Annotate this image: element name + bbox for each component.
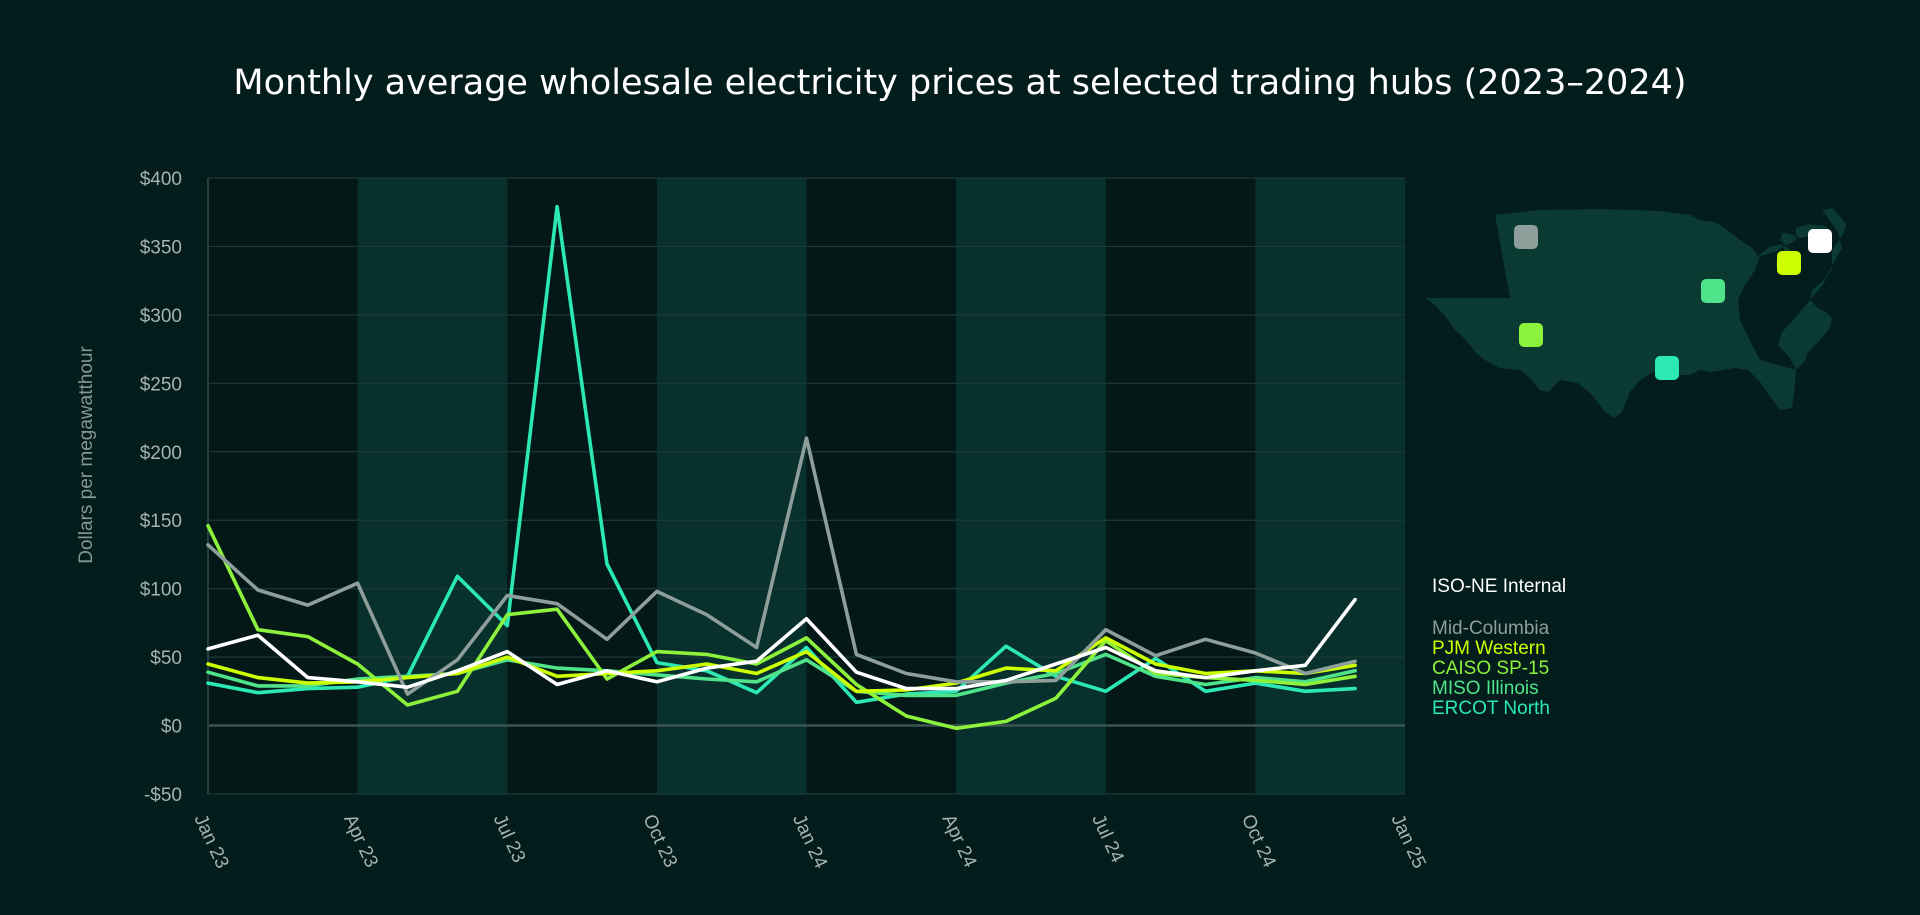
map-marker-mid-columbia xyxy=(1514,225,1538,249)
legend-item-caiso-sp-15: CAISO SP-15 xyxy=(1432,658,1549,679)
map-marker-pjm-western xyxy=(1777,251,1801,275)
y-axis: $400 $350 $300 $250 $200 $150 $100 $50 $0 -$50 xyxy=(140,169,209,806)
x-tick-label: Apr 23 xyxy=(339,811,382,871)
y-tick-label: $200 xyxy=(140,443,182,464)
x-tick-label: Apr 24 xyxy=(938,811,981,871)
x-tick-label: Jan 24 xyxy=(788,811,831,872)
x-tick-label: Jan 23 xyxy=(189,811,232,872)
x-tick-label: Oct 24 xyxy=(1237,811,1280,871)
plot-background xyxy=(208,178,1405,794)
y-axis-label: Dollars per megawatthour xyxy=(76,346,97,564)
series-line-iso-ne-internal xyxy=(206,597,1357,691)
legend-item-ercot-north: ERCOT North xyxy=(1432,698,1550,719)
chart-title: Monthly average wholesale electricity pr… xyxy=(233,63,1686,103)
series-line-mid-columbia xyxy=(206,436,1357,696)
x-axis: Jan 23 Apr 23 Jul 23 Oct 23 Jan 24 Apr 24 Jul … xyxy=(189,811,1429,872)
gridlines xyxy=(208,177,1405,795)
series-lines xyxy=(206,204,1357,731)
x-tick-label: Jul 23 xyxy=(489,811,529,866)
legend-item-mid-columbia: Mid-Columbia xyxy=(1432,618,1550,639)
y-tick-label: $50 xyxy=(150,648,182,669)
shaded-quarter-band xyxy=(956,178,1106,794)
us-map-shape xyxy=(1425,208,1846,418)
y-tick-label: $0 xyxy=(161,717,182,738)
y-tick-label: $350 xyxy=(140,237,182,258)
y-tick-label: $400 xyxy=(140,169,182,190)
shaded-quarter-band xyxy=(357,178,508,794)
x-tick-label: Jan 25 xyxy=(1386,811,1429,872)
y-tick-label: $250 xyxy=(140,374,182,395)
map-marker-ercot-north xyxy=(1655,356,1679,380)
map-marker-caiso-sp-15 xyxy=(1519,323,1543,347)
x-tick-label: Jul 24 xyxy=(1087,811,1128,866)
y-tick-label: $100 xyxy=(140,580,182,601)
shaded-quarter-band xyxy=(1255,178,1405,794)
map-marker-iso-ne-internal xyxy=(1808,229,1832,253)
legend-item-iso-ne-internal: ISO-NE Internal xyxy=(1432,576,1566,597)
legend-item-miso-illinois: MISO Illinois xyxy=(1432,678,1539,699)
shaded-quarter-band xyxy=(656,178,807,794)
us-map xyxy=(1425,208,1846,418)
map-marker-miso-illinois xyxy=(1701,279,1725,303)
y-tick-label: $150 xyxy=(140,511,182,532)
legend-item-pjm-western: PJM Western xyxy=(1432,638,1546,659)
x-tick-label: Oct 23 xyxy=(638,811,681,871)
map-markers xyxy=(1514,225,1832,380)
series-line-caiso-sp-15 xyxy=(206,523,1357,731)
y-tick-label: $300 xyxy=(140,306,182,327)
y-tick-label: -$50 xyxy=(144,785,182,806)
